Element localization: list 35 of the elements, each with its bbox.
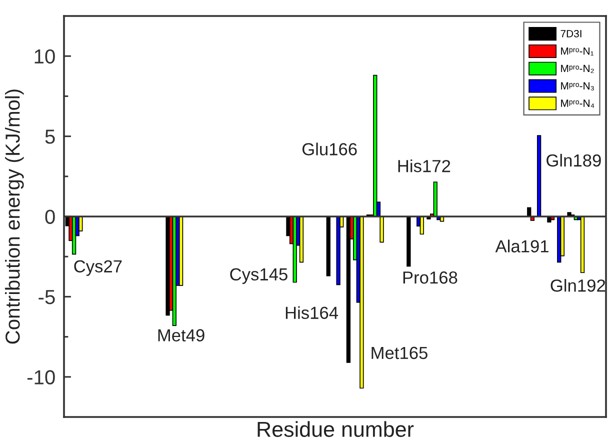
bar	[299, 216, 304, 263]
bar	[433, 182, 438, 217]
y-tick-label: 10	[34, 49, 55, 64]
annotation: Cys27	[74, 260, 122, 276]
bar	[406, 216, 411, 267]
annotation: Pro168	[403, 271, 458, 284]
legend-label: Mᵖʳᵒ-N₄	[561, 100, 594, 108]
annotation: Met49	[158, 329, 204, 342]
legend-label: 7D3I	[560, 30, 582, 38]
annotation: Glu166	[302, 142, 357, 156]
annotation: Gln192	[550, 278, 606, 292]
legend-label: Mᵖʳᵒ-N₁	[561, 47, 594, 56]
bar	[536, 135, 542, 217]
y-tick-label: -10	[27, 370, 55, 384]
y-axis-title: Contribution energy (KJ/mol)	[5, 90, 24, 344]
annotation: Ala191	[495, 240, 548, 252]
annotation: His164	[286, 306, 338, 320]
bar	[373, 74, 378, 217]
x-axis-title: Residue number	[258, 421, 414, 437]
y-tick-label: -5	[38, 290, 55, 304]
annotation: Met165	[372, 346, 428, 360]
bar	[326, 216, 330, 276]
annotation: Gln189	[546, 154, 601, 167]
bar	[336, 216, 340, 286]
bar	[360, 216, 364, 389]
bar	[346, 216, 351, 363]
y-tick-label: 5	[45, 130, 55, 144]
y-tick-label: 0	[45, 210, 55, 224]
legend-label: Mᵖʳᵒ-N₃	[561, 82, 594, 90]
legend-label: Mᵖʳᵒ-N₂	[561, 64, 594, 73]
bar	[380, 216, 384, 243]
annotation: Cys145	[230, 268, 288, 284]
bar	[178, 216, 184, 286]
annotation: His172	[398, 159, 450, 172]
bar	[580, 216, 585, 274]
